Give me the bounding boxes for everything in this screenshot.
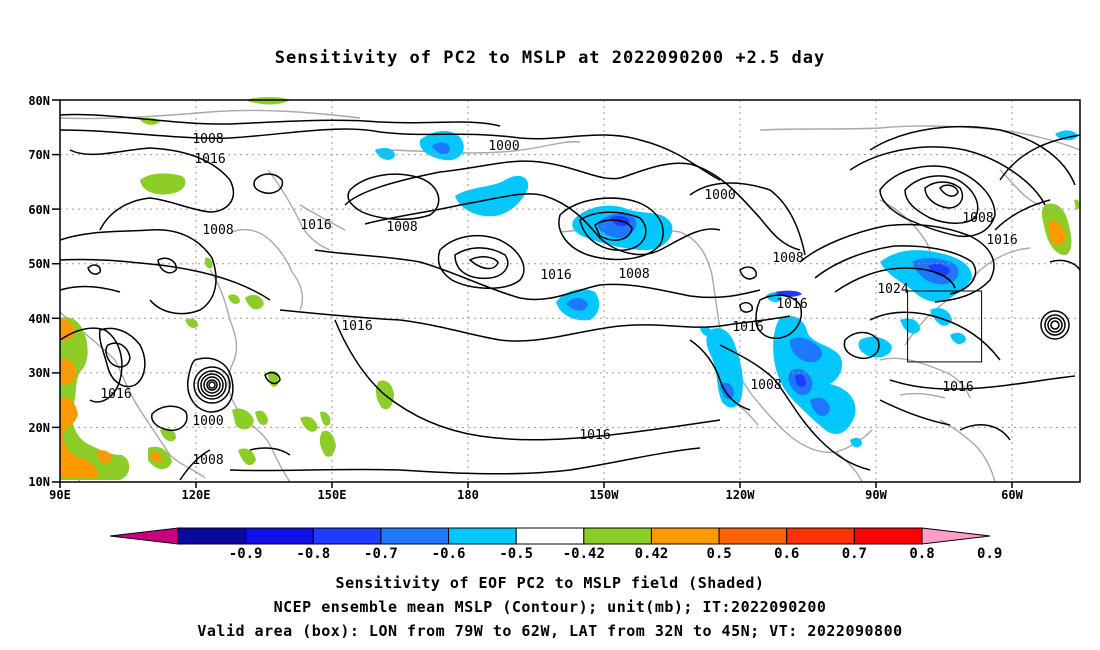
lon-label: 120E — [182, 488, 211, 502]
contour-label: 1016 — [194, 152, 225, 167]
axis-ticks — [52, 99, 1013, 488]
colorbar-max-extension — [921, 527, 991, 545]
colorbar-segment — [650, 527, 720, 545]
colorbar-segment — [448, 527, 517, 545]
contour-label: 1016 — [776, 297, 807, 312]
contour-label: 1016 — [341, 319, 372, 334]
lon-label: 60W — [1001, 488, 1023, 502]
footer-line-2: NCEP ensemble mean MSLP (Contour); unit(… — [273, 598, 827, 616]
contour-labels: 1008 1016 1000 1008 1016 1008 1000 1008 … — [100, 132, 1017, 468]
contour-label: 1008 — [192, 132, 223, 147]
colorbar-segment — [853, 527, 923, 545]
colorbar-tick-label: 0.6 — [774, 546, 799, 562]
colorbar-tick-label: 0.7 — [842, 546, 867, 562]
colorbar-labels: -0.9 -0.8 -0.7 -0.6 -0.5 -0.42 0.42 0.5 0.6 0.7 0.… — [229, 546, 1003, 562]
colorbar-tick-label: 0.42 — [635, 546, 669, 562]
valid-area-box — [907, 290, 983, 363]
contour-label: 1000 — [488, 139, 519, 154]
mslp-contours — [59, 113, 1081, 481]
lon-label: 150W — [590, 488, 620, 502]
lat-label: 10N — [28, 475, 50, 489]
lon-label: 150E — [318, 488, 347, 502]
contour-label: 1008 — [192, 453, 223, 468]
contour-label: 1008 — [772, 251, 803, 266]
lat-label: 30N — [28, 366, 50, 380]
contour-label: 1008 — [750, 378, 781, 393]
lat-label: 20N — [28, 421, 50, 435]
colorbar-tick-label: 0.9 — [977, 546, 1002, 562]
lat-label: 40N — [28, 312, 50, 326]
contour-label: 1000 — [192, 414, 223, 429]
colorbar-tick-label: 0.8 — [909, 546, 934, 562]
footer-line-3: Valid area (box): LON from 79W to 62W, L… — [197, 622, 903, 640]
contour-label: 1016 — [100, 387, 131, 402]
lon-label: 90E — [49, 488, 71, 502]
colorbar-tick-label: 0.5 — [706, 546, 731, 562]
colorbar-segment — [245, 527, 314, 545]
colorbar-segment — [380, 527, 450, 545]
lon-label: 90W — [865, 488, 887, 502]
footer-line-1: Sensitivity of EOF PC2 to MSLP field (Sh… — [335, 574, 765, 592]
contour-label: 1024 — [877, 282, 908, 297]
colorbar-segment — [312, 527, 382, 545]
map-panel: 1008 1016 1000 1008 1016 1008 1000 1008 … — [52, 97, 1081, 488]
contour-label: 1016 — [300, 218, 331, 233]
colorbar-tick-label: -0.5 — [499, 546, 533, 562]
lon-label: 180 — [457, 488, 479, 502]
contour-label: 1016 — [986, 233, 1017, 248]
contour-label: 1016 — [732, 320, 763, 335]
contour-label: 1016 — [579, 428, 610, 443]
contour-label: 1008 — [386, 220, 417, 235]
latitude-labels: 80N 70N 60N 50N 40N 30N 20N 10N — [28, 94, 50, 489]
lat-label: 60N — [28, 203, 50, 217]
contour-label: 1008 — [618, 267, 649, 282]
colorbar-segment — [786, 527, 855, 545]
colorbar-segment — [718, 527, 788, 545]
map-title: Sensitivity of PC2 to MSLP at 2022090200… — [274, 48, 826, 68]
longitude-labels: 90E 120E 150E 180 150W 120W 90W 60W — [49, 488, 1023, 502]
colorbar-segment — [515, 527, 585, 545]
lat-label: 70N — [28, 148, 50, 162]
colorbar-tick-label: -0.9 — [229, 546, 263, 562]
contour-label: 1008 — [202, 223, 233, 238]
contour-label: 1016 — [942, 380, 973, 395]
contour-label: 1016 — [540, 268, 571, 283]
sensitivity-shading — [60, 97, 1080, 480]
contour-label: 1008 — [962, 211, 993, 226]
lat-label: 50N — [28, 257, 50, 271]
lon-label: 120W — [726, 488, 756, 502]
colorbar-segment — [583, 527, 652, 545]
contour-label: 1000 — [704, 188, 735, 203]
colorbar-tick-label: -0.42 — [563, 546, 605, 562]
map-frame — [59, 99, 1081, 483]
colorbar-tick-label: -0.8 — [296, 546, 330, 562]
colorbar-min-extension — [109, 527, 179, 545]
colorbar — [109, 527, 991, 545]
lat-label: 80N — [28, 94, 50, 108]
colorbar-segment — [177, 527, 247, 545]
colorbar-tick-label: -0.7 — [364, 546, 398, 562]
colorbar-tick-label: -0.6 — [432, 546, 466, 562]
